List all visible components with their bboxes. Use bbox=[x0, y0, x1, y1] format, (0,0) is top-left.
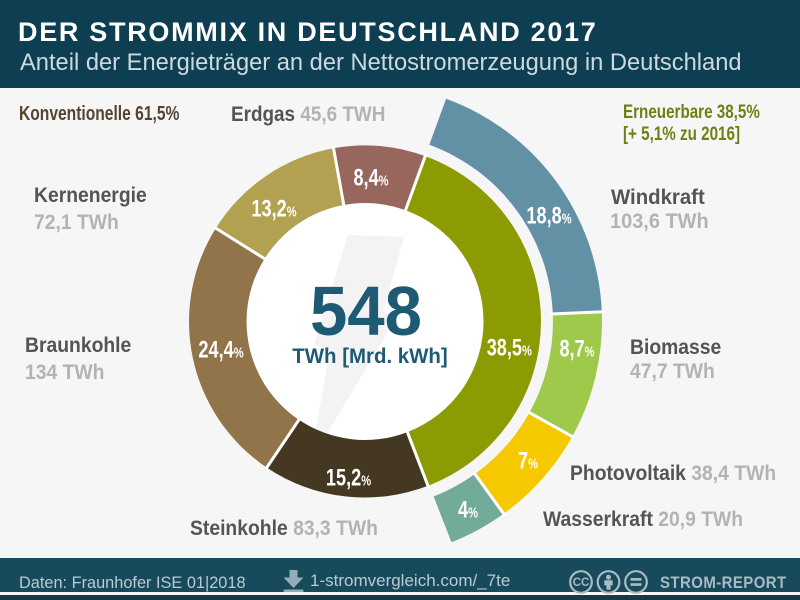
svg-text:CC: CC bbox=[573, 577, 590, 589]
svg-text:8,7%: 8,7% bbox=[559, 334, 594, 362]
